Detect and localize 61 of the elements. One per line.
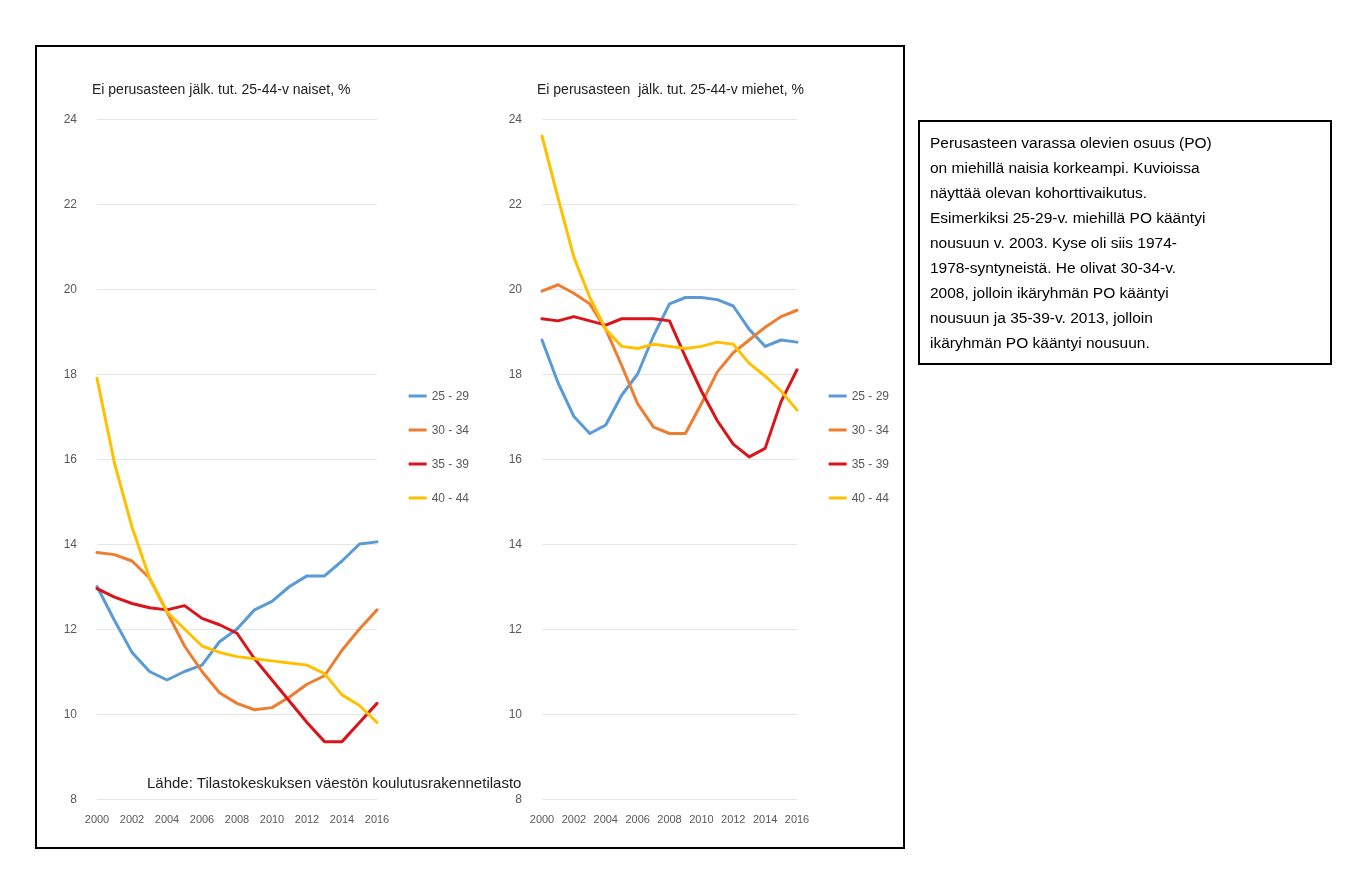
y-tick-label: 24 (508, 112, 523, 126)
x-tick-label: 2014 (752, 812, 778, 825)
x-tick-label: 2006 (189, 812, 215, 825)
y-tick-label: 18 (508, 367, 523, 381)
line-series (540, 315, 799, 459)
legend-label: 30 - 34 (431, 423, 470, 437)
text: nousuun ja 35-39-v. 2013, jolloin (930, 308, 1154, 328)
y-tick-label: 20 (508, 282, 523, 296)
x-tick-label: 2014 (329, 812, 355, 825)
text: 1978-syntyneistä. He olivat 30-34-v. (930, 258, 1178, 278)
y-tick-label: 12 (63, 622, 78, 636)
annotation: Lähde: Tilastokeskuksen väestön koulutusrakennetilasto (147, 774, 522, 791)
x-tick-label: 2008 (657, 812, 682, 825)
text: näyttää olevan kohorttivaikutus. (930, 183, 1149, 203)
y-tick-label: 16 (63, 452, 78, 466)
y-tick-label: 12 (508, 622, 523, 636)
x-tick-label: 2016 (784, 812, 810, 825)
legend-label: 35 - 39 (851, 457, 890, 471)
chart-title: Ei perusasteen jälk. tut. 25-44-v naiset, % (92, 81, 351, 97)
y-tick-label: 8 (70, 792, 78, 806)
text: nousuun v. 2003. Kyse oli siis 1974- (930, 233, 1178, 253)
x-tick-label: 2004 (154, 812, 180, 825)
x-tick-label: 2002 (561, 812, 587, 825)
text: on miehillä naisia korkeampi. Kuvioissa (930, 158, 1201, 178)
text: Perusasteen varassa olevien osuus (PO) (930, 133, 1213, 153)
y-tick-label: 8 (515, 792, 523, 806)
y-tick-label: 24 (63, 112, 78, 126)
text: ikäryhmän PO kääntyi nousuun. (930, 333, 1151, 353)
line-series (95, 376, 379, 724)
x-tick-label: 2006 (625, 812, 650, 825)
y-tick-label: 20 (63, 282, 78, 296)
y-tick-label: 22 (63, 197, 78, 211)
legend-label: 25 - 29 (431, 389, 470, 403)
y-tick-label: 10 (63, 707, 78, 721)
x-tick-label: 2012 (294, 812, 320, 825)
x-tick-label: 2012 (721, 812, 746, 825)
x-tick-label: 2016 (364, 812, 390, 825)
x-tick-label: 2008 (224, 812, 250, 825)
x-tick-label: 2004 (593, 812, 618, 825)
x-tick-label: 2002 (119, 812, 145, 825)
y-tick-label: 16 (508, 452, 523, 466)
chart-title: Ei perusasteen jälk. tut. 25-44-v miehet, % (537, 81, 804, 97)
y-tick-label: 14 (63, 537, 78, 551)
text: 2008, jolloin ikäryhmän PO kääntyi (930, 283, 1170, 303)
legend-label: 40 - 44 (851, 491, 890, 505)
line-series (95, 587, 379, 744)
y-tick-label: 10 (508, 707, 523, 721)
x-tick-label: 2000 (529, 812, 555, 825)
y-tick-label: 14 (508, 537, 523, 551)
x-tick-label: 2000 (84, 812, 110, 825)
text: Esimerkiksi 25-29-v. miehillä PO kääntyi (930, 208, 1207, 228)
legend-label: 40 - 44 (431, 491, 470, 505)
y-tick-label: 18 (63, 367, 78, 381)
x-tick-label: 2010 (259, 812, 285, 825)
line-series (540, 134, 799, 412)
x-tick-label: 2010 (689, 812, 714, 825)
legend-label: 35 - 39 (431, 457, 470, 471)
legend-label: 25 - 29 (851, 389, 890, 403)
y-tick-label: 22 (508, 197, 523, 211)
line-series (95, 540, 379, 682)
legend-label: 30 - 34 (851, 423, 890, 437)
